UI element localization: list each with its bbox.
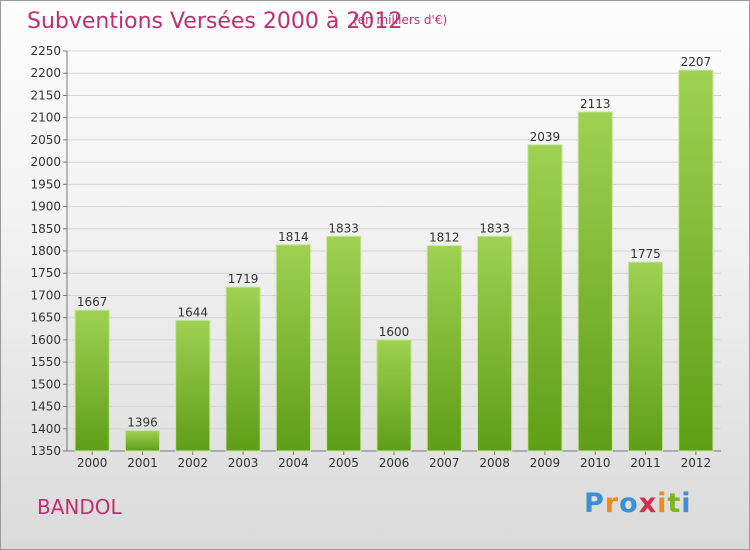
bar-value-label: 1396 (127, 416, 158, 430)
bar-2004 (275, 244, 311, 452)
logo-letter: t (667, 488, 682, 519)
y-tick-label: 1650 (30, 311, 61, 325)
x-tick-label: 2005 (328, 456, 359, 470)
bar-2008 (477, 235, 513, 452)
bar-value-label: 1775 (630, 247, 661, 261)
bar-value-label: 1814 (278, 230, 309, 244)
x-tick-label: 2007 (429, 456, 460, 470)
bar-2009 (527, 144, 563, 452)
y-tick-label: 1550 (30, 355, 61, 369)
y-tick-label: 2000 (30, 155, 61, 169)
bar-2012 (678, 69, 714, 452)
bar-2011 (627, 261, 664, 452)
bar-value-label: 1719 (228, 272, 259, 286)
x-tick-label: 2002 (177, 456, 208, 470)
bar-value-label: 1600 (379, 325, 410, 339)
bar-value-label: 2207 (681, 55, 712, 69)
y-tick-label: 1750 (30, 266, 61, 280)
bar-2000 (74, 309, 110, 452)
logo-letter: P (584, 488, 605, 519)
y-tick-label: 1800 (30, 244, 61, 258)
logo-letter: i (681, 488, 692, 519)
bar-value-label: 1644 (177, 305, 208, 319)
x-tick-label: 2000 (77, 456, 108, 470)
bar-value-label: 1833 (479, 221, 510, 235)
bar-value-label: 1833 (328, 221, 359, 235)
logo-letter: x (638, 488, 658, 519)
y-tick-label: 1400 (30, 422, 61, 436)
y-tick-label: 2100 (30, 111, 61, 125)
bar-value-label: 2113 (580, 97, 611, 111)
place-name: BANDOL (37, 495, 122, 519)
x-tick-label: 2003 (228, 456, 259, 470)
bar-2006 (376, 339, 412, 452)
y-tick-label: 1450 (30, 400, 61, 414)
bar-2005 (326, 235, 362, 452)
y-tick-label: 1850 (30, 222, 61, 236)
bar-value-label: 1667 (77, 295, 108, 309)
x-tick-label: 2006 (379, 456, 410, 470)
chart-subtitle: (en milliers d'€) (353, 13, 448, 27)
x-tick-label: 2011 (630, 456, 661, 470)
y-tick-label: 1500 (30, 377, 61, 391)
bar-value-label: 1812 (429, 231, 460, 245)
x-tick-label: 2008 (479, 456, 510, 470)
bar-2010 (577, 111, 613, 452)
y-tick-label: 2050 (30, 133, 61, 147)
x-tick-label: 2009 (530, 456, 561, 470)
y-tick-label: 2200 (30, 66, 61, 80)
bar-2002 (175, 319, 211, 452)
logo-letter: i (657, 488, 668, 519)
logo-letter: o (619, 488, 639, 519)
y-tick-label: 2250 (30, 44, 61, 58)
x-tick-label: 2012 (681, 456, 712, 470)
y-tick-label: 1700 (30, 288, 61, 302)
y-tick-label: 1600 (30, 333, 61, 347)
y-tick-label: 1900 (30, 200, 61, 214)
chart-title: Subventions Versées 2000 à 2012 (27, 9, 403, 34)
y-tick-label: 1350 (30, 444, 61, 458)
y-tick-label: 1950 (30, 177, 61, 191)
y-tick-label: 2150 (30, 88, 61, 102)
logo-letter: r (604, 488, 620, 519)
x-tick-label: 2010 (580, 456, 611, 470)
bar-value-label: 2039 (530, 130, 561, 144)
x-tick-label: 2004 (278, 456, 309, 470)
proxiti-logo: Proxiti (584, 488, 692, 519)
x-tick-label: 2001 (127, 456, 158, 470)
bar-2003 (225, 286, 261, 452)
bar-2001 (124, 430, 161, 452)
bar-2007 (426, 245, 462, 452)
